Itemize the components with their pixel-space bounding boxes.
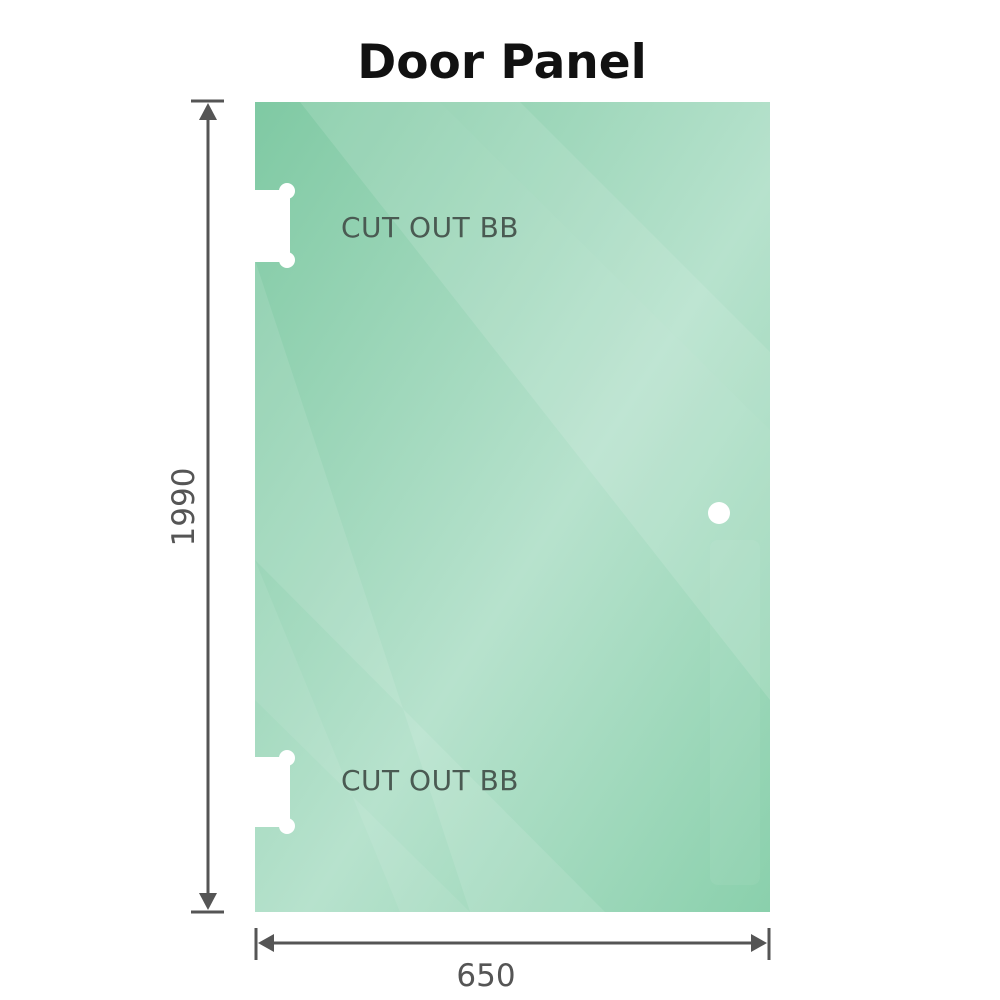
diagram-title: Door Panel xyxy=(357,35,646,90)
width-dimension-line xyxy=(254,928,771,960)
height-label: 1990 xyxy=(166,468,202,547)
glass-panel xyxy=(255,102,770,912)
cutout-top xyxy=(250,183,295,268)
height-dimension-line xyxy=(191,99,224,914)
handle-hole xyxy=(708,502,730,524)
cutout-label-bottom: CUT OUT BB xyxy=(341,764,519,797)
width-label: 650 xyxy=(456,958,515,994)
cutout-label-top: CUT OUT BB xyxy=(341,211,519,244)
cutout-bottom xyxy=(250,750,295,834)
